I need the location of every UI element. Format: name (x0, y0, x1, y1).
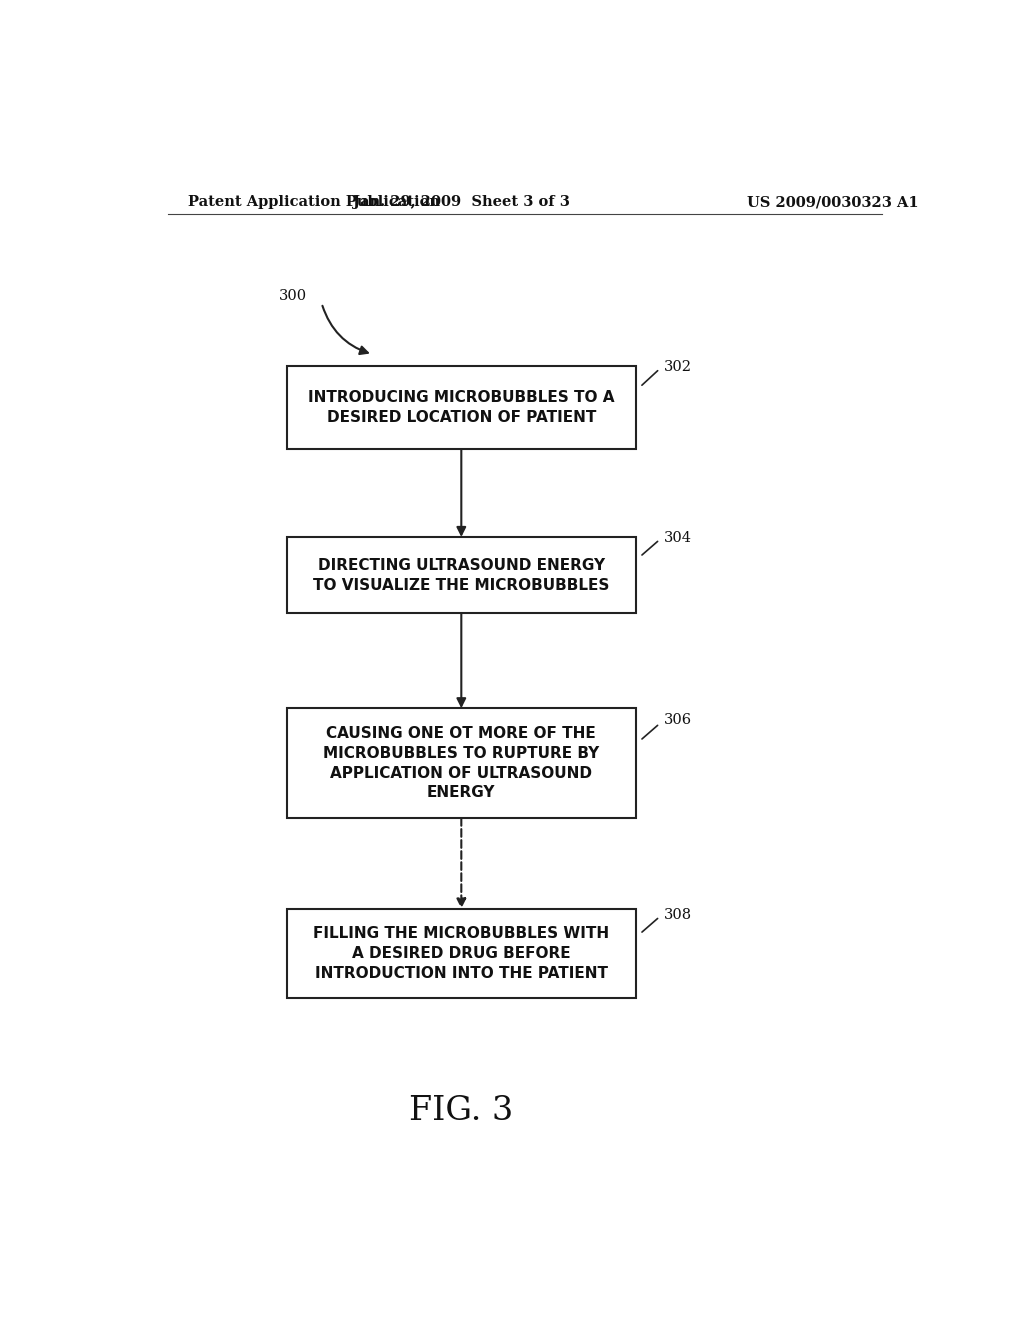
Text: FILLING THE MICROBUBBLES WITH
A DESIRED DRUG BEFORE
INTRODUCTION INTO THE PATIEN: FILLING THE MICROBUBBLES WITH A DESIRED … (313, 925, 609, 981)
Text: 302: 302 (664, 360, 691, 374)
Text: DIRECTING ULTRASOUND ENERGY
TO VISUALIZE THE MICROBUBBLES: DIRECTING ULTRASOUND ENERGY TO VISUALIZE… (313, 558, 609, 593)
Text: FIG. 3: FIG. 3 (410, 1094, 513, 1127)
Text: 300: 300 (279, 289, 307, 302)
Text: CAUSING ONE OT MORE OF THE
MICROBUBBLES TO RUPTURE BY
APPLICATION OF ULTRASOUND
: CAUSING ONE OT MORE OF THE MICROBUBBLES … (324, 726, 599, 800)
Text: Jan. 29, 2009  Sheet 3 of 3: Jan. 29, 2009 Sheet 3 of 3 (353, 195, 569, 209)
Bar (287, 709, 636, 818)
Text: 308: 308 (664, 908, 692, 921)
Text: 306: 306 (664, 714, 692, 727)
Bar (287, 537, 636, 614)
Text: US 2009/0030323 A1: US 2009/0030323 A1 (748, 195, 919, 209)
Text: INTRODUCING MICROBUBBLES TO A
DESIRED LOCATION OF PATIENT: INTRODUCING MICROBUBBLES TO A DESIRED LO… (308, 389, 614, 425)
Text: Patent Application Publication: Patent Application Publication (187, 195, 439, 209)
Bar (287, 366, 636, 449)
Bar (287, 908, 636, 998)
Text: 304: 304 (664, 531, 691, 545)
